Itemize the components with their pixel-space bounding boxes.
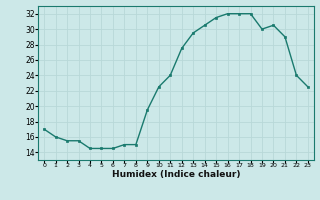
X-axis label: Humidex (Indice chaleur): Humidex (Indice chaleur) <box>112 170 240 179</box>
